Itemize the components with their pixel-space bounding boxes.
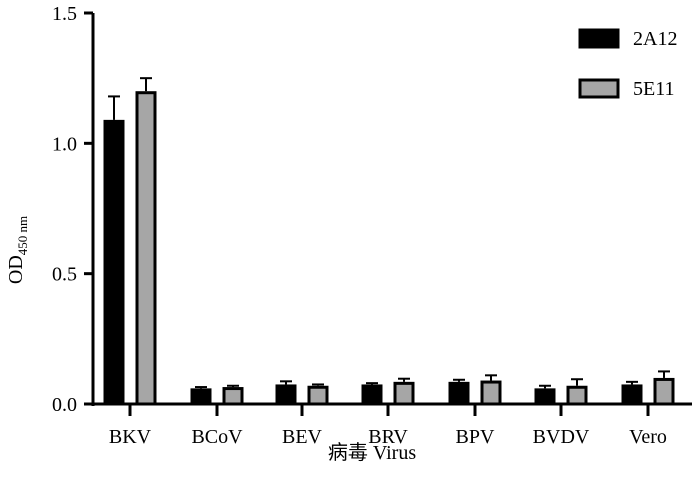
- y-tick-label: 0.0: [52, 394, 77, 416]
- bar-5E11-BRV: [393, 381, 415, 406]
- legend-swatch: [578, 78, 620, 99]
- legend-label: 5E11: [633, 78, 674, 100]
- bar-2A12-BEV: [275, 384, 297, 406]
- x-tick-label: BRV: [368, 426, 408, 448]
- x-tick-label: BVDV: [533, 426, 590, 448]
- legend-label: 2A12: [633, 28, 677, 50]
- x-tick-label: BCoV: [191, 426, 243, 448]
- bar-2A12-Vero: [621, 384, 643, 406]
- x-tick-label: BKV: [109, 426, 152, 448]
- y-tick-label: 0.5: [52, 264, 77, 286]
- y-tick-label: 1.5: [52, 3, 77, 25]
- bar-5E11-Vero: [653, 377, 675, 406]
- bar-2A12-BCoV: [190, 388, 212, 406]
- bar-2A12-BRV: [361, 384, 383, 406]
- bar-5E11-BCoV: [222, 387, 244, 406]
- bar-2A12-BPV: [448, 381, 470, 406]
- bar-5E11-BVDV: [566, 385, 588, 406]
- bar-5E11-BKV: [135, 91, 157, 406]
- bar-2A12-BKV: [103, 119, 125, 406]
- y-axis-label: OD450 nm: [5, 216, 30, 284]
- x-tick-label: BEV: [282, 426, 323, 448]
- y-tick-label: 1.0: [52, 133, 77, 155]
- x-tick-label: BPV: [456, 426, 495, 448]
- bar-2A12-BVDV: [534, 388, 556, 406]
- legend-swatch: [578, 28, 620, 49]
- x-tick-label: Vero: [629, 426, 667, 448]
- bar-5E11-BPV: [480, 380, 502, 406]
- bar-5E11-BEV: [307, 385, 329, 406]
- x-axis-label: 病毒 Virus: [328, 441, 416, 464]
